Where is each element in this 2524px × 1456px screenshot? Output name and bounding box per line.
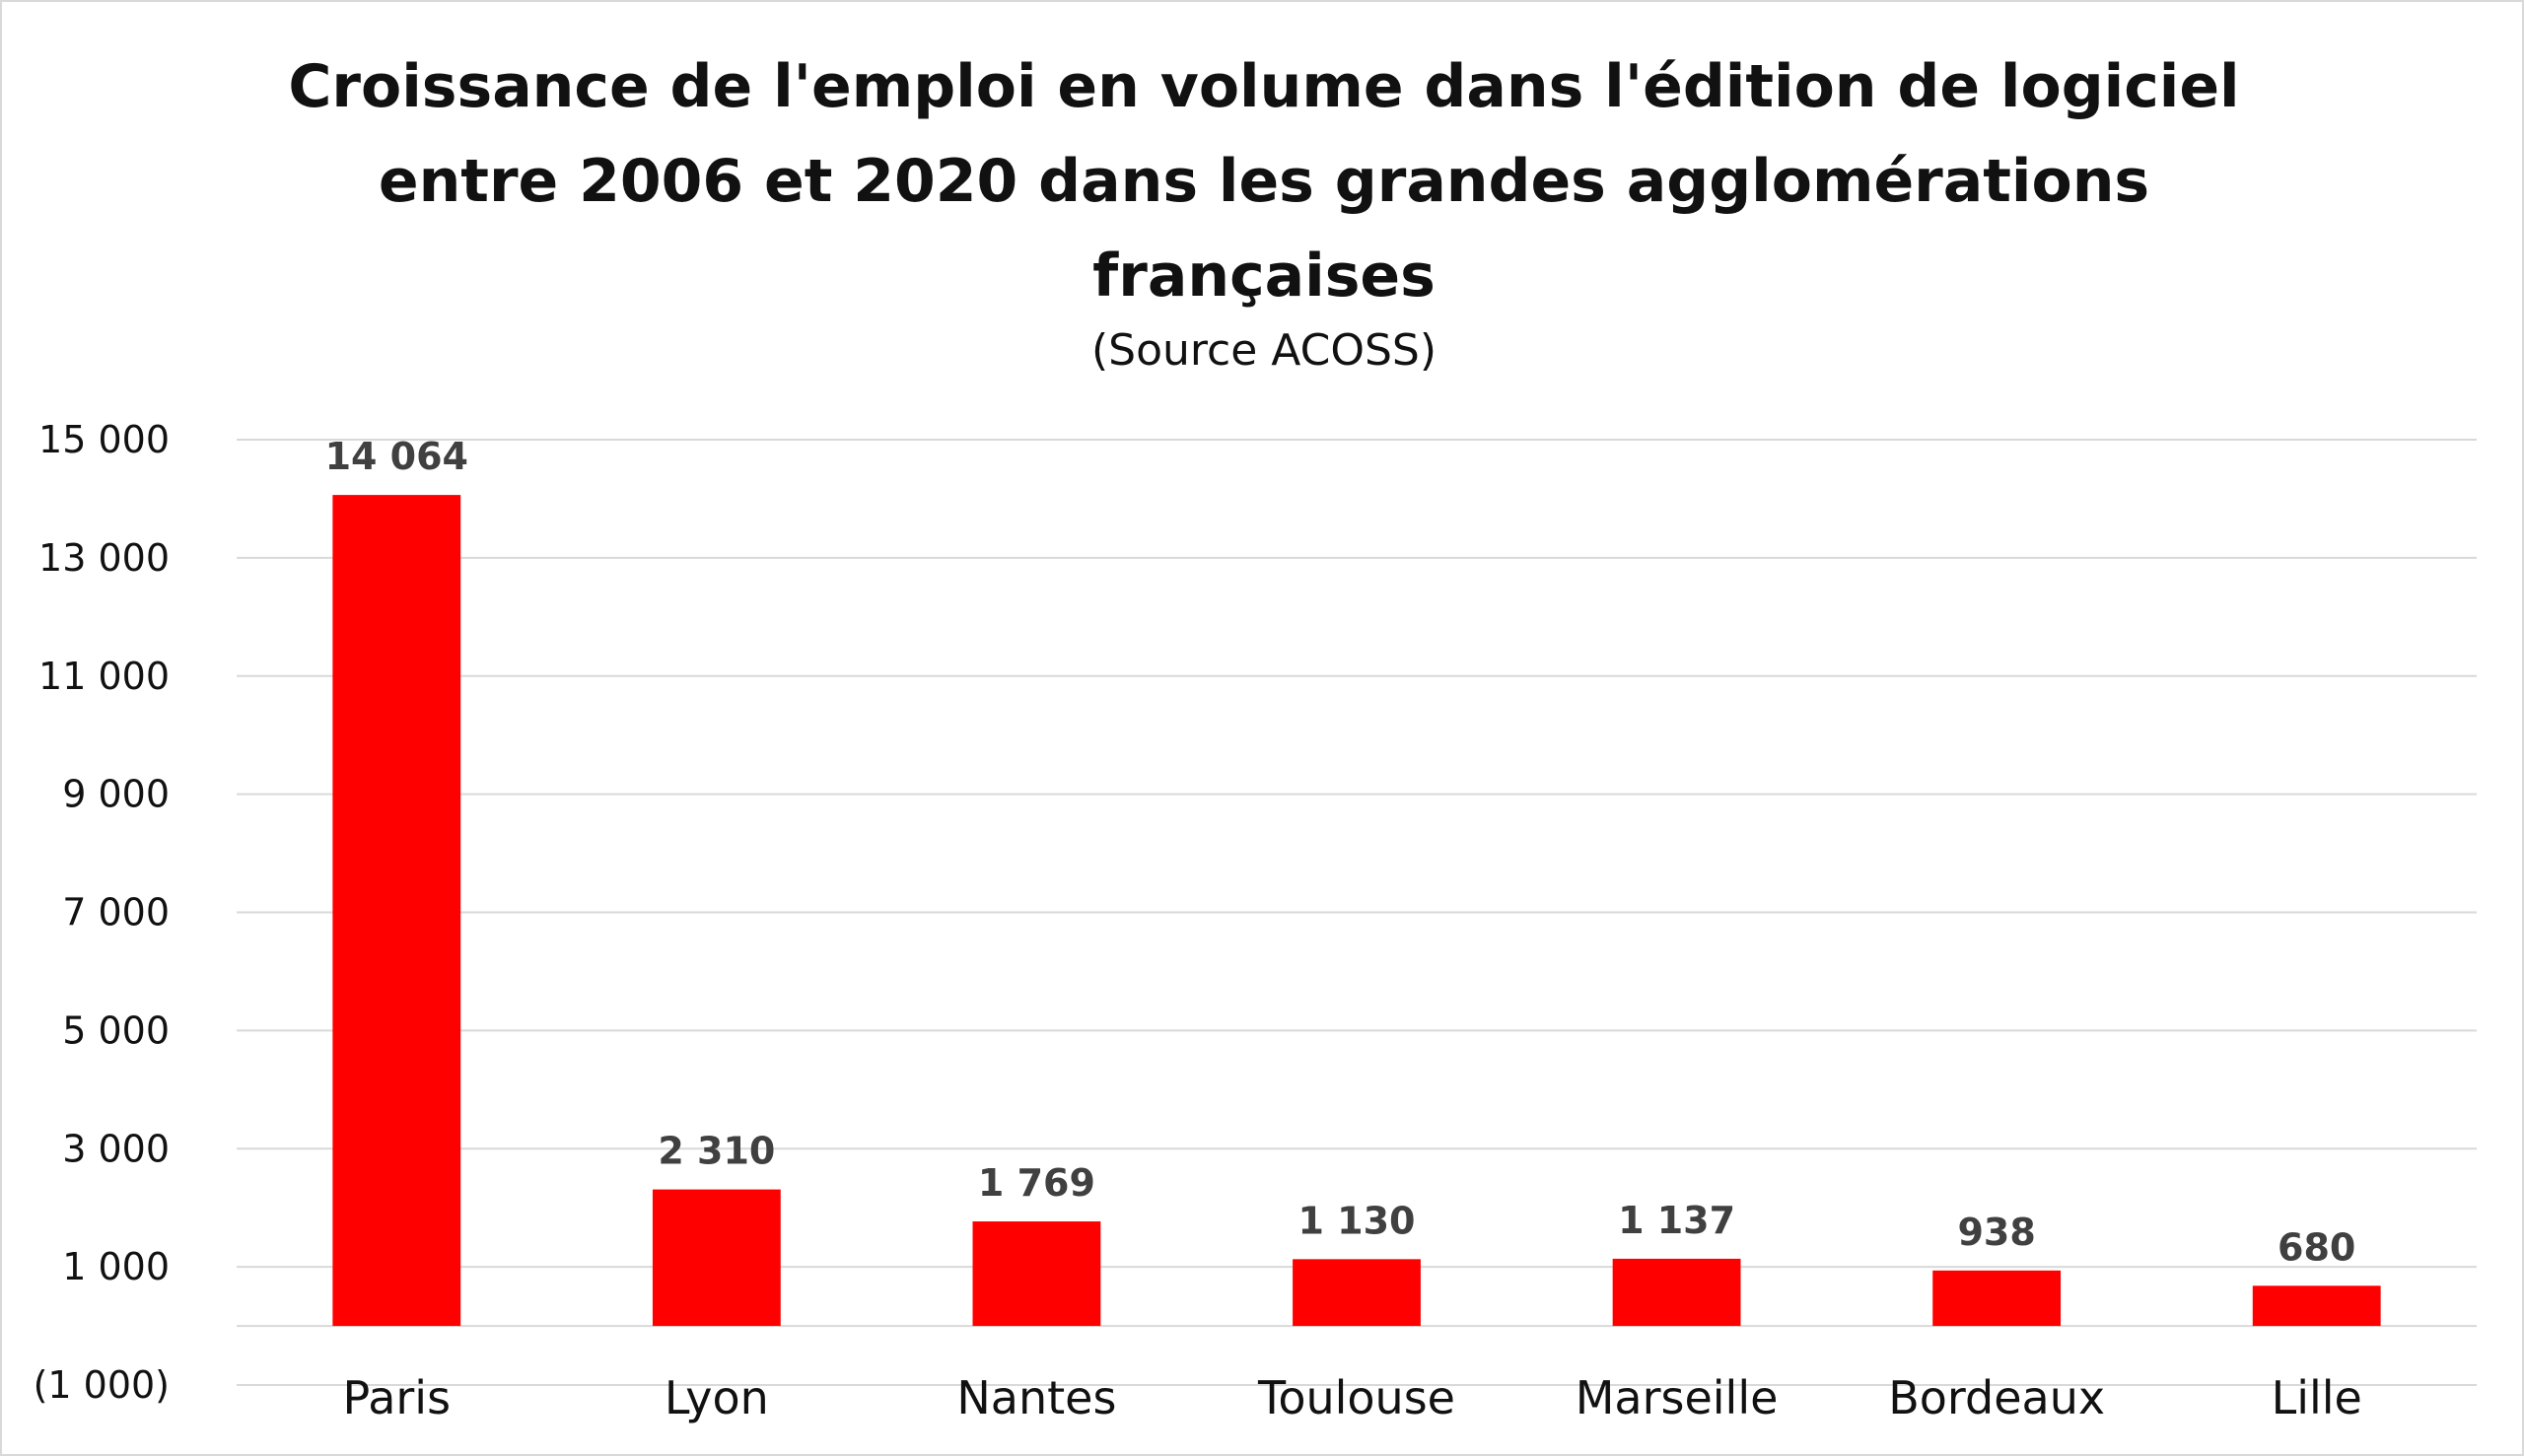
data-label: 1 137	[1618, 1199, 1735, 1242]
bar-paris	[332, 495, 461, 1327]
y-tick-label: 9 000	[62, 773, 170, 816]
x-tick-label: Bordeaux	[1888, 1371, 2105, 1424]
chart-subtitle: (Source ACOSS)	[1091, 325, 1437, 376]
y-axis-tick-labels: (1 000) 1 000 3 000 5 000 7 000 9 000 11 000 13…	[34, 418, 170, 1407]
bar-toulouse	[1293, 1259, 1421, 1327]
x-tick-label: Nantes	[956, 1371, 1116, 1424]
bar-nantes	[972, 1221, 1101, 1327]
y-tick-label: 13 000	[38, 536, 170, 580]
data-label: 2 310	[658, 1130, 775, 1173]
x-tick-label: Lyon	[665, 1371, 769, 1424]
y-tick-label: 15 000	[38, 418, 170, 461]
x-axis-tick-labels: Paris Lyon Nantes Toulouse Marseille Bordeaux…	[343, 1371, 2362, 1424]
bar-marseille	[1612, 1258, 1741, 1327]
data-label: 14 064	[325, 435, 468, 478]
y-tick-label: (1 000)	[34, 1363, 170, 1407]
chart-title: Croissance de l'emploi en volume dans l'…	[288, 52, 2240, 311]
data-label: 680	[2278, 1225, 2355, 1269]
x-tick-label: Marseille	[1576, 1371, 1779, 1424]
y-tick-label: 5 000	[62, 1008, 170, 1052]
data-label: 938	[1957, 1211, 2035, 1254]
x-tick-label: Toulouse	[1257, 1371, 1455, 1424]
bar-lyon	[652, 1189, 781, 1327]
x-tick-label: Paris	[343, 1371, 452, 1424]
bar-lille	[2252, 1285, 2381, 1327]
y-tick-label: 7 000	[62, 891, 170, 935]
x-tick-label: Lille	[2272, 1371, 2362, 1424]
bars	[332, 495, 2381, 1327]
y-tick-label: 3 000	[62, 1127, 170, 1170]
y-tick-label: 1 000	[62, 1245, 170, 1288]
data-label: 1 130	[1298, 1199, 1416, 1242]
gridlines	[237, 439, 2477, 1386]
data-labels: 14 064 2 310 1 769 1 130 1 137 938 680	[325, 435, 2356, 1269]
data-label: 1 769	[978, 1161, 1095, 1205]
bar-bordeaux	[1932, 1270, 2062, 1327]
y-tick-label: 11 000	[38, 655, 170, 698]
